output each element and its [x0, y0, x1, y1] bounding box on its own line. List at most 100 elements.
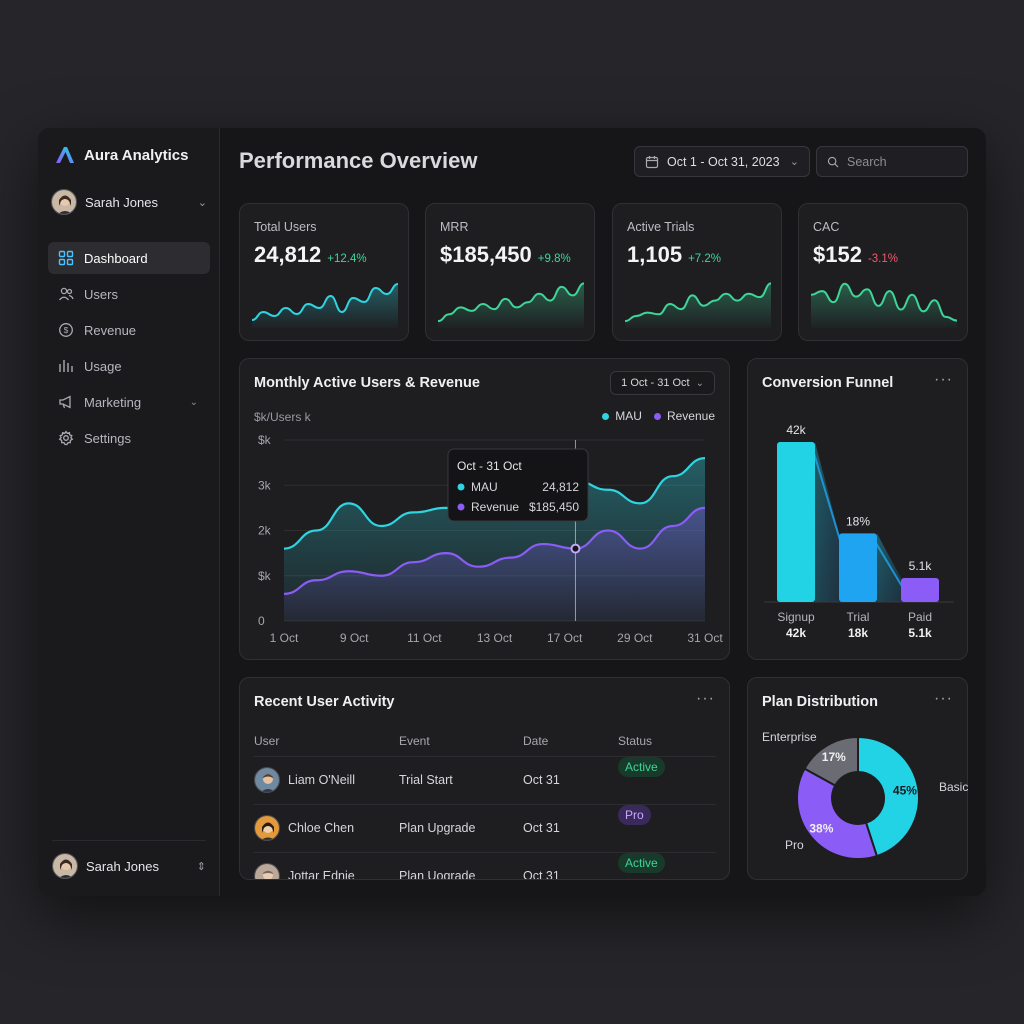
- sidebar-item-label: Dashboard: [84, 250, 148, 266]
- tooltip-revenue-value: $185,450: [529, 500, 579, 514]
- sidebar: Aura Analytics Sarah Jones ⌄ Dashboard U…: [38, 128, 220, 896]
- sidebar-item-users[interactable]: Users: [48, 278, 210, 310]
- avatar: [254, 815, 280, 841]
- sparkline: [252, 283, 398, 328]
- funnel-stage-value: 5.1k: [908, 626, 932, 640]
- x-tick-label: 9 Oct: [340, 631, 369, 645]
- funnel-connector: [815, 442, 839, 602]
- funnel-bar-signup[interactable]: [777, 442, 815, 602]
- more-options-icon[interactable]: ···: [934, 371, 953, 388]
- funnel-stage-label: Paid: [908, 610, 932, 624]
- column-header-event[interactable]: Event: [399, 734, 430, 748]
- funnel-stage-value: 18k: [848, 626, 868, 640]
- page-title: Performance Overview: [239, 148, 478, 173]
- column-header-status[interactable]: Status: [618, 734, 653, 748]
- status-badge: Active: [618, 853, 665, 873]
- cell-user: Liam O'Neill: [288, 773, 355, 787]
- tooltip-revenue-name: Revenue: [471, 500, 519, 514]
- kpi-card-cac[interactable]: CAC $152 -3.1%: [798, 203, 968, 341]
- kpi-card-mrr[interactable]: MRR $185,450 +9.8%: [425, 203, 595, 341]
- date-range-picker[interactable]: Oct 1 - Oct 31, 2023 ⌄: [634, 146, 810, 177]
- kpi-delta: +7.2%: [688, 253, 721, 265]
- search-input[interactable]: [847, 154, 957, 169]
- gear-icon: [58, 430, 74, 446]
- profile-switcher[interactable]: Sarah Jones ⌄: [51, 188, 207, 216]
- donut-slice-label: 17%: [822, 750, 846, 764]
- cell-event: Plan Uograde: [399, 869, 476, 880]
- recent-activity-card: Recent User Activity ··· User Event Date…: [239, 677, 730, 880]
- funnel-stage-value: 42k: [786, 626, 806, 640]
- main-content: Performance Overview Oct 1 - Oct 31, 202…: [220, 128, 986, 896]
- sparkline-line: [252, 283, 398, 321]
- plan-distribution-card: Plan Distribution ··· 45% Basic 38% Pro 17% E…: [747, 677, 968, 880]
- donut-chart[interactable]: 45% Basic 38% Pro 17% Enterprise: [748, 678, 969, 881]
- cell-event: Plan Upgrade: [399, 821, 476, 835]
- legend-item-revenue[interactable]: Revenue: [653, 409, 715, 423]
- funnel-top-label: 42k: [786, 423, 806, 437]
- kpi-value: $185,450: [440, 242, 532, 267]
- table-row[interactable]: Chloe Chen Plan Upgrade Oct 31 Pro: [254, 804, 716, 852]
- funnel-bar-trial[interactable]: [839, 533, 877, 602]
- funnel-stage-label: Trial: [847, 610, 870, 624]
- sidebar-item-settings[interactable]: Settings: [48, 422, 210, 454]
- date-range-label: Oct 1 - Oct 31, 2023: [667, 154, 780, 169]
- logo-icon: [56, 147, 74, 163]
- table-row[interactable]: Jottar Ednie Plan Uograde Oct 31 Active: [254, 852, 716, 880]
- chevron-down-icon: ⌄: [695, 377, 704, 389]
- kpi-delta: +9.8%: [537, 253, 571, 265]
- legend-item-mau[interactable]: MAU: [602, 409, 642, 423]
- calendar-icon: [645, 155, 659, 168]
- avatar: [254, 767, 280, 793]
- cell-event: Trial Start: [399, 773, 453, 787]
- chart-range-dropdown[interactable]: 1 Oct - 31 Oct ⌄: [610, 371, 715, 395]
- chart-tooltip: Oct - 31 Oct MAU 24,812 Revenue $185,450: [447, 448, 589, 522]
- revenue-area: [284, 507, 705, 621]
- kpi-label: CAC: [813, 220, 840, 234]
- sidebar-item-dashboard[interactable]: Dashboard: [48, 242, 210, 274]
- x-tick-label: 31 Oct: [687, 631, 723, 645]
- table-row[interactable]: Liam O'Neill Trial Start Oct 31 Active: [254, 756, 716, 804]
- sidebar-item-revenue[interactable]: $ Revenue: [48, 314, 210, 346]
- donut-slice-basic[interactable]: [857, 735, 920, 858]
- sparkline-area: [438, 283, 584, 328]
- svg-text:$: $: [64, 325, 69, 335]
- account-switcher[interactable]: Sarah Jones ⇕: [52, 840, 206, 879]
- chart-units-label: $k/Users k: [254, 410, 311, 424]
- cell-date: Oct 31: [523, 773, 560, 787]
- y-tick-label: $k: [258, 433, 272, 447]
- more-options-icon[interactable]: ···: [934, 690, 953, 707]
- kpi-card-active-trials[interactable]: Active Trials 1,105 +7.2%: [612, 203, 782, 341]
- donut-slice-pro[interactable]: [796, 767, 879, 860]
- more-options-icon[interactable]: ···: [696, 690, 715, 707]
- activity-title: Recent User Activity: [254, 694, 395, 710]
- x-tick-label: 13 Oct: [477, 631, 513, 645]
- sidebar-item-marketing[interactable]: Marketing ⌄: [48, 386, 210, 418]
- bars-icon: [58, 358, 74, 374]
- area-chart[interactable]: $k 3k 2k $k 0 1 Oct 9 Oct 11 Oct 13 Oct 17 Oct 29…: [240, 359, 731, 661]
- donut-legend-label: Basic: [939, 780, 968, 794]
- sidebar-item-label: Marketing: [84, 394, 142, 410]
- sparkline-area: [811, 283, 957, 328]
- column-header-date[interactable]: Date: [523, 734, 549, 748]
- tooltip-title: Oct - 31 Oct: [457, 459, 522, 473]
- funnel-arrow: [812, 449, 842, 544]
- kpi-delta: -3.1%: [867, 253, 898, 265]
- x-tick-label: 29 Oct: [617, 631, 653, 645]
- kpi-card-total-users[interactable]: Total Users 24,812 +12.4%: [239, 203, 409, 341]
- funnel-chart[interactable]: 42k Signup 42k 18% Trial 18k 5.1k Paid 5.1k: [748, 359, 969, 661]
- tooltip-mau-value: 24,812: [542, 480, 579, 494]
- cell-user: Chloe Chen: [288, 821, 355, 835]
- funnel-arrow: [874, 540, 904, 589]
- sidebar-item-usage[interactable]: Usage: [48, 350, 210, 382]
- sparkline-area: [625, 283, 771, 328]
- column-header-user[interactable]: User: [254, 734, 280, 748]
- donut-slice-enterprise[interactable]: [803, 735, 859, 787]
- brand[interactable]: Aura Analytics: [54, 144, 188, 166]
- conversion-funnel-card: Conversion Funnel ··· 42k Signup 42k 18% Tri…: [747, 358, 968, 660]
- status-badge: Pro: [618, 805, 651, 825]
- chevron-down-icon: ⌄: [197, 196, 207, 209]
- funnel-bar-paid[interactable]: [901, 578, 939, 602]
- chevron-down-icon: ⌄: [789, 156, 799, 168]
- donut-slice-label: 45%: [893, 784, 917, 798]
- search-box[interactable]: [816, 146, 968, 177]
